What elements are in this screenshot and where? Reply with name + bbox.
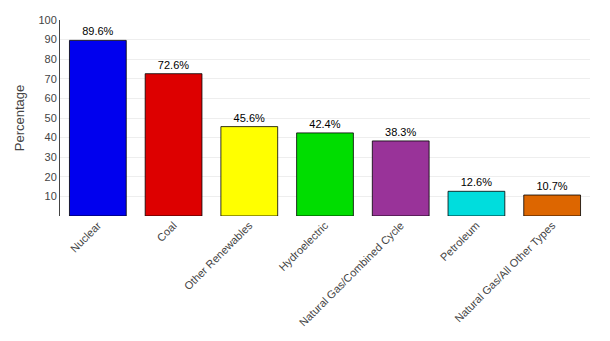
svg-text:90: 90 <box>45 33 57 45</box>
svg-text:60: 60 <box>45 92 57 104</box>
svg-text:20: 20 <box>45 171 57 183</box>
svg-text:89.6%: 89.6% <box>82 25 113 37</box>
svg-text:80: 80 <box>45 53 57 65</box>
svg-text:Hydroelectric: Hydroelectric <box>276 219 330 273</box>
svg-text:30: 30 <box>45 151 57 163</box>
svg-text:100: 100 <box>38 14 56 26</box>
svg-text:45.6%: 45.6% <box>234 112 265 124</box>
svg-text:50: 50 <box>45 112 57 124</box>
svg-text:Nuclear: Nuclear <box>68 219 104 255</box>
svg-text:Percentage: Percentage <box>12 85 27 152</box>
svg-text:Natural Gas/All Other Types: Natural Gas/All Other Types <box>452 219 558 325</box>
svg-text:Coal: Coal <box>154 219 178 243</box>
svg-text:Natural Gas/Combined Cycle: Natural Gas/Combined Cycle <box>297 219 406 328</box>
svg-text:42.4%: 42.4% <box>309 118 340 130</box>
svg-text:10: 10 <box>45 190 57 202</box>
svg-text:38.3%: 38.3% <box>385 126 416 138</box>
svg-text:Petroleum: Petroleum <box>438 219 482 263</box>
svg-text:70: 70 <box>45 73 57 85</box>
svg-text:10.7%: 10.7% <box>536 180 567 192</box>
svg-text:72.6%: 72.6% <box>158 59 189 71</box>
svg-text:40: 40 <box>45 131 57 143</box>
svg-text:12.6%: 12.6% <box>461 176 492 188</box>
svg-text:Other Renewables: Other Renewables <box>182 219 255 292</box>
